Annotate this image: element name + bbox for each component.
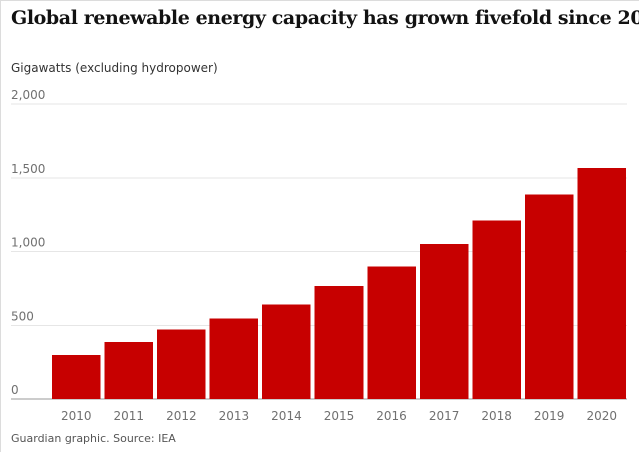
- top-rule: [0, 0, 639, 1]
- bar-chart: 0 500 1,000 1,500 2,000 2010 2011 2012 2013 2014 2…: [11, 88, 627, 423]
- bar-2014: [262, 304, 311, 399]
- y-tick-label: 1,500: [11, 162, 45, 176]
- x-tick-label: 2018: [481, 409, 512, 423]
- source-note: Guardian graphic. Source: IEA: [11, 432, 176, 445]
- y-tick-label: 500: [11, 309, 34, 323]
- x-tick-label: 2016: [376, 409, 407, 423]
- x-tick-label: 2011: [114, 409, 145, 423]
- bar-2016: [367, 266, 416, 399]
- chart-subtitle: Gigawatts (excluding hydropower): [11, 61, 218, 75]
- x-tick-label: 2012: [166, 409, 197, 423]
- y-tick-label: 0: [11, 383, 19, 397]
- x-tick-label: 2014: [271, 409, 302, 423]
- bar-2012: [157, 329, 206, 399]
- bar-2013: [209, 318, 259, 399]
- bar-2017: [419, 244, 469, 400]
- y-tick-label: 2,000: [11, 88, 45, 102]
- x-tick-label: 2013: [219, 409, 250, 423]
- x-tick-label: 2019: [534, 409, 565, 423]
- x-tick-label: 2017: [429, 409, 460, 423]
- x-tick-label: 2015: [324, 409, 355, 423]
- left-rule: [0, 0, 1, 452]
- x-tick-label: 2010: [61, 409, 92, 423]
- bar-2019: [524, 194, 574, 399]
- bar-2020: [577, 168, 626, 399]
- chart-title: Global renewable energy capacity has gro…: [11, 7, 639, 29]
- y-tick-label: 1,000: [11, 236, 45, 250]
- bar-2011: [104, 342, 154, 399]
- x-tick-label: 2020: [586, 409, 617, 423]
- bar-2010: [52, 354, 101, 399]
- bar-2015: [314, 286, 364, 399]
- bar-2018: [472, 220, 521, 399]
